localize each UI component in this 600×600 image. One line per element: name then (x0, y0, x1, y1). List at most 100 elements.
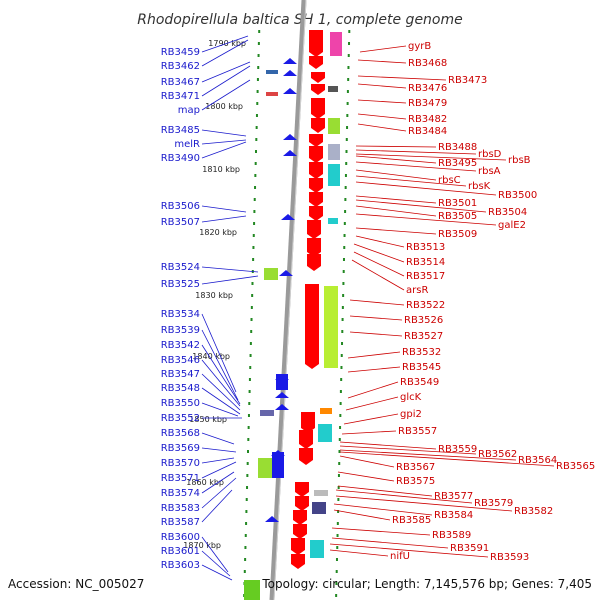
track-dot (252, 246, 255, 249)
reverse-cds-arrow (299, 444, 313, 449)
reverse-cds (295, 496, 309, 506)
reverse-cds-arrow (311, 78, 325, 83)
right-gene-label: RB3484 (408, 126, 447, 137)
tick-label: 1840 kbp (192, 352, 230, 361)
feature-block (310, 540, 324, 558)
feature-block (258, 458, 272, 478)
gene-features (244, 30, 342, 600)
track-dot (346, 114, 349, 117)
reverse-cds (299, 430, 313, 444)
right-leader-line (359, 45, 407, 53)
right-gene-label: rbsA (478, 166, 501, 177)
track-dot (257, 66, 260, 69)
right-leader-line (355, 175, 467, 187)
left-gene-label: RB3601 (161, 546, 200, 557)
right-gene-label: RB3562 (478, 449, 517, 460)
reverse-cds (293, 510, 307, 520)
right-gene-label: arsR (406, 285, 428, 296)
left-leader-line (201, 564, 233, 581)
right-gene-label: RB3545 (402, 362, 441, 373)
reverse-cds-arrow (309, 174, 323, 179)
right-leader-line (337, 471, 395, 482)
reverse-cds-arrow (311, 114, 325, 119)
left-gene-label: RB3462 (161, 61, 200, 72)
track-dot (335, 570, 338, 573)
reverse-cds (311, 84, 325, 90)
track-dot (347, 78, 350, 81)
feature-block (328, 218, 338, 224)
left-leader-line (201, 65, 251, 97)
left-gene-label: RB3550 (161, 398, 200, 409)
right-gene-label: RB3575 (396, 476, 435, 487)
right-gene-label: galE2 (498, 220, 526, 231)
left-gene-label: RB3548 (161, 383, 200, 394)
track-dot (246, 486, 249, 489)
track-dot (250, 306, 253, 309)
right-gene-label: RB3517 (406, 271, 445, 282)
left-gene-label: RB3587 (161, 517, 200, 528)
track-dot (344, 198, 347, 201)
right-leader-line (339, 451, 555, 467)
left-gene-label: RB3507 (161, 217, 200, 228)
track-dot (337, 498, 340, 501)
track-dot (344, 174, 347, 177)
track-dot (348, 42, 351, 45)
backbone (269, 0, 307, 600)
reverse-cds-arrow (311, 90, 325, 95)
left-gene-label: RB3459 (161, 47, 200, 58)
reverse-cds (291, 554, 305, 564)
right-gene-label: RB3526 (404, 315, 443, 326)
right-gene-label: glcK (400, 392, 422, 403)
forward-cds-arrow (275, 392, 289, 398)
left-gene-label: RB3574 (161, 488, 200, 499)
reverse-cds-arrow (305, 364, 319, 369)
track-dot (343, 234, 346, 237)
right-leader-line (349, 299, 405, 306)
right-gene-label: RB3513 (406, 242, 445, 253)
right-leader-line (333, 509, 391, 521)
left-leader-line (201, 432, 235, 445)
reverse-cds (309, 56, 323, 64)
left-leader-line (201, 141, 247, 159)
left-leader-line (201, 129, 247, 137)
left-leader-line (201, 447, 237, 453)
track-dot (251, 282, 254, 285)
reverse-cds (309, 30, 323, 52)
left-gene-label: RB3524 (161, 262, 200, 273)
left-leader-lines (201, 35, 259, 581)
reverse-cds (295, 482, 309, 492)
left-gene-label: RB3570 (161, 458, 200, 469)
left-leader-line (201, 359, 241, 407)
right-leader-line (355, 199, 487, 213)
track-dot (344, 210, 347, 213)
left-gene-label: RB3603 (161, 560, 200, 571)
reverse-cds-arrow (309, 52, 323, 57)
right-leader-line (351, 259, 405, 291)
right-gene-label: RB3468 (408, 58, 447, 69)
right-gene-label: rbsC (438, 175, 461, 186)
left-leader-line (201, 313, 237, 393)
left-leader-line (201, 373, 241, 411)
reverse-cds-arrow (309, 158, 323, 163)
left-gene-label: melR (174, 139, 200, 150)
forward-cds (276, 374, 288, 390)
track-dot (255, 126, 258, 129)
track-dot (255, 150, 257, 153)
reverse-cds-arrow (291, 550, 305, 555)
track-dot (258, 30, 261, 33)
right-gene-label: RB3591 (450, 543, 489, 554)
reverse-cds (311, 118, 325, 128)
right-leader-line (355, 205, 437, 217)
right-gene-label: RB3577 (434, 491, 473, 502)
left-leader-line (201, 536, 229, 573)
reverse-cds (309, 178, 323, 188)
feature-block (314, 490, 328, 496)
tick-label: 1800 kbp (205, 102, 243, 111)
feature-block (266, 70, 278, 74)
right-leader-line (331, 537, 449, 549)
track-dot (244, 534, 247, 537)
forward-cds-arrow (281, 214, 295, 220)
track-dot (245, 522, 248, 525)
track-dot (253, 198, 256, 201)
feature-block (244, 580, 260, 600)
